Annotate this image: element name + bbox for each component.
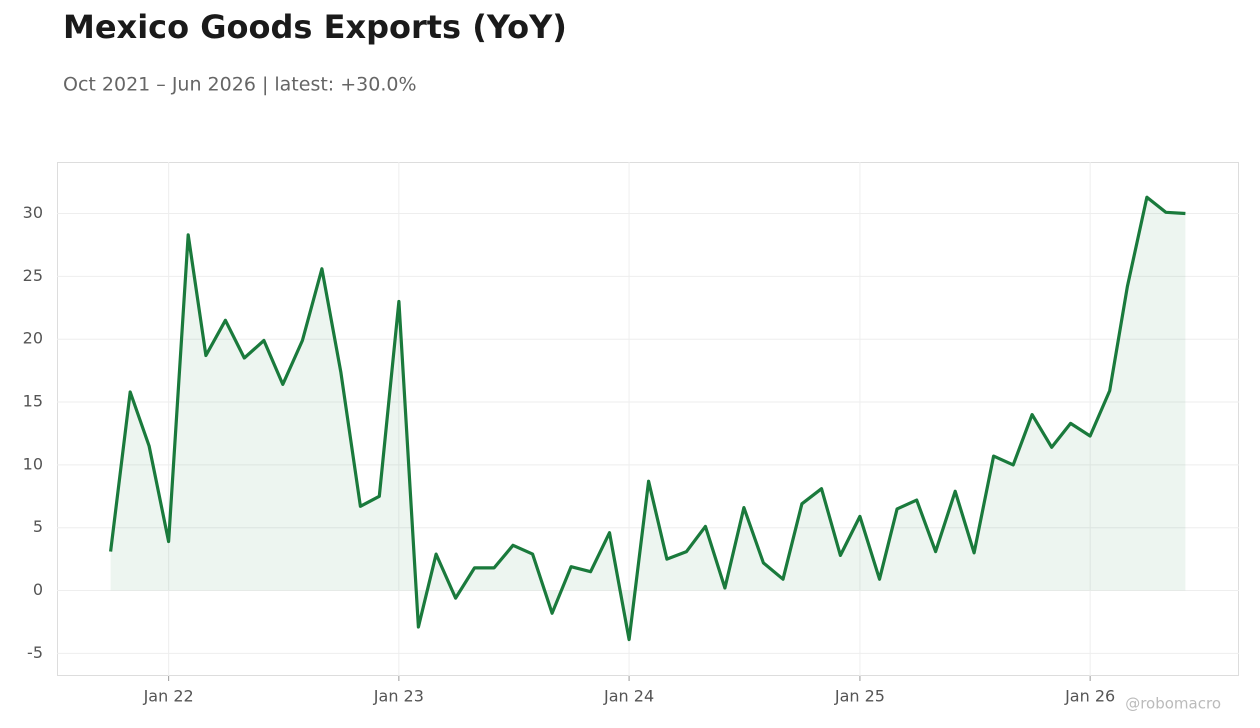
- x-tick-label: Jan 23: [373, 687, 424, 706]
- y-tick-label: 5: [33, 517, 43, 536]
- y-tick-label: 15: [23, 392, 43, 411]
- y-tick-label: 0: [33, 580, 43, 599]
- y-tick-label: 20: [23, 329, 43, 348]
- x-tick-label: Jan 25: [834, 687, 885, 706]
- y-tick-label: -5: [27, 643, 43, 662]
- chart-title: Mexico Goods Exports (YoY): [63, 8, 567, 46]
- y-tick-label: 25: [23, 266, 43, 285]
- x-tick-label: Jan 24: [603, 687, 654, 706]
- x-tick-label: Jan 22: [143, 687, 194, 706]
- watermark: @robomacro: [1125, 695, 1221, 713]
- line: [109, 195, 1186, 642]
- area: [110, 197, 1186, 640]
- y-tick-label: 30: [23, 203, 43, 222]
- plot-frame: [57, 162, 1239, 676]
- chart-subtitle: Oct 2021 – Jun 2026 | latest: +30.0%: [63, 74, 417, 96]
- y-tick-label: 10: [23, 454, 43, 473]
- x-tick-label: Jan 26: [1064, 687, 1115, 706]
